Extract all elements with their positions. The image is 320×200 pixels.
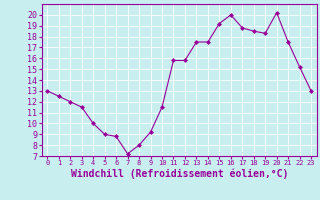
X-axis label: Windchill (Refroidissement éolien,°C): Windchill (Refroidissement éolien,°C) [70,169,288,179]
